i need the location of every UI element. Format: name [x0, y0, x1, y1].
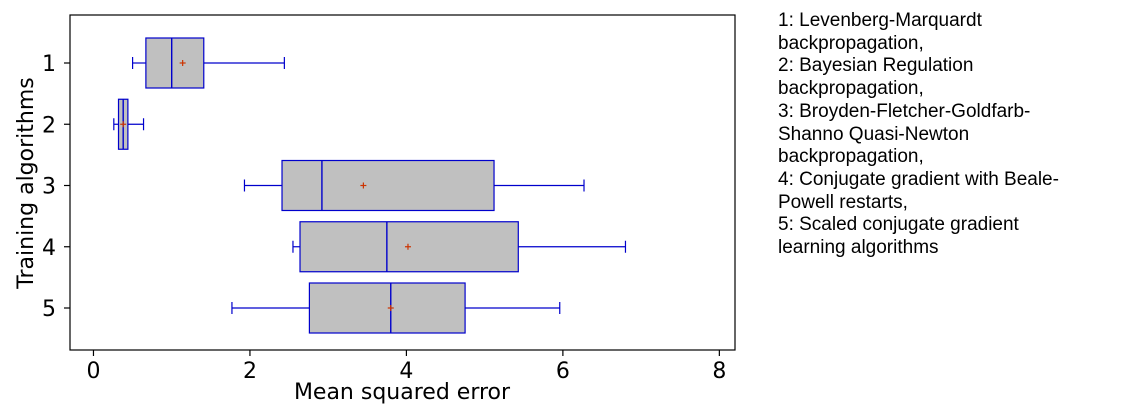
legend-line-10: 5: Scaled conjugate gradient [778, 214, 1019, 236]
legend-line-3: 2: Bayesian Regulation [778, 55, 974, 77]
legend-line-2: backpropagation, [778, 32, 924, 54]
y-tick-label-3: 3 [42, 175, 56, 200]
y-axis-ticks: 1 2 3 4 5 [42, 52, 70, 322]
x-tick-label-8: 8 [712, 359, 726, 384]
box-1 [131, 37, 285, 89]
x-tick-label-2: 2 [243, 359, 257, 384]
y-tick-label-4: 4 [42, 236, 56, 261]
x-axis-ticks: 0 2 4 6 8 [86, 350, 726, 384]
legend-line-11: learning algorithms [778, 237, 939, 259]
x-axis-label: Mean squared error [294, 380, 511, 405]
box-4 [292, 221, 627, 273]
legend-line-6: Shanno Quasi-Newton [778, 123, 970, 145]
box-rect-5 [308, 282, 466, 334]
box-2 [113, 98, 145, 150]
y-tick-label-1: 1 [42, 52, 56, 77]
box-rect-1 [145, 37, 205, 89]
legend-line-8: 4: Conjugate gradient with Beale- [778, 168, 1059, 190]
mean-marker-3 [360, 182, 367, 189]
x-tick-label-4: 4 [399, 359, 413, 384]
box-5 [231, 282, 561, 334]
box-rect-3 [281, 159, 495, 212]
legend: 1: Levenberg-Marquardt backpropagation, 2:… [778, 10, 1128, 260]
legend-line-9: Powell restarts, [778, 191, 908, 213]
mean-marker-1 [179, 60, 186, 66]
x-tick-label-0: 0 [86, 359, 100, 384]
mean-marker-2 [120, 121, 127, 128]
mean-marker-4 [404, 243, 411, 250]
legend-line-4: backpropagation, [778, 78, 924, 100]
y-tick-label-2: 2 [42, 113, 56, 138]
x-tick-label-6: 6 [556, 359, 570, 384]
box-3 [243, 159, 585, 212]
plot-frame [69, 14, 736, 351]
mean-marker-5 [387, 305, 394, 311]
legend-line-5: 3: Broyden-Fletcher-Goldfarb- [778, 100, 1031, 122]
y-axis-label: Training algorithms [14, 77, 39, 289]
boxes-layer [113, 37, 627, 334]
legend-line-1: 1: Levenberg-Marquardt [778, 10, 982, 31]
boxplot-chart: 0 2 4 6 8 1 2 3 4 5 Mean squared error Training … [14, 14, 736, 405]
y-tick-label-5: 5 [42, 297, 56, 322]
legend-line-7: backpropagation, [778, 146, 924, 168]
